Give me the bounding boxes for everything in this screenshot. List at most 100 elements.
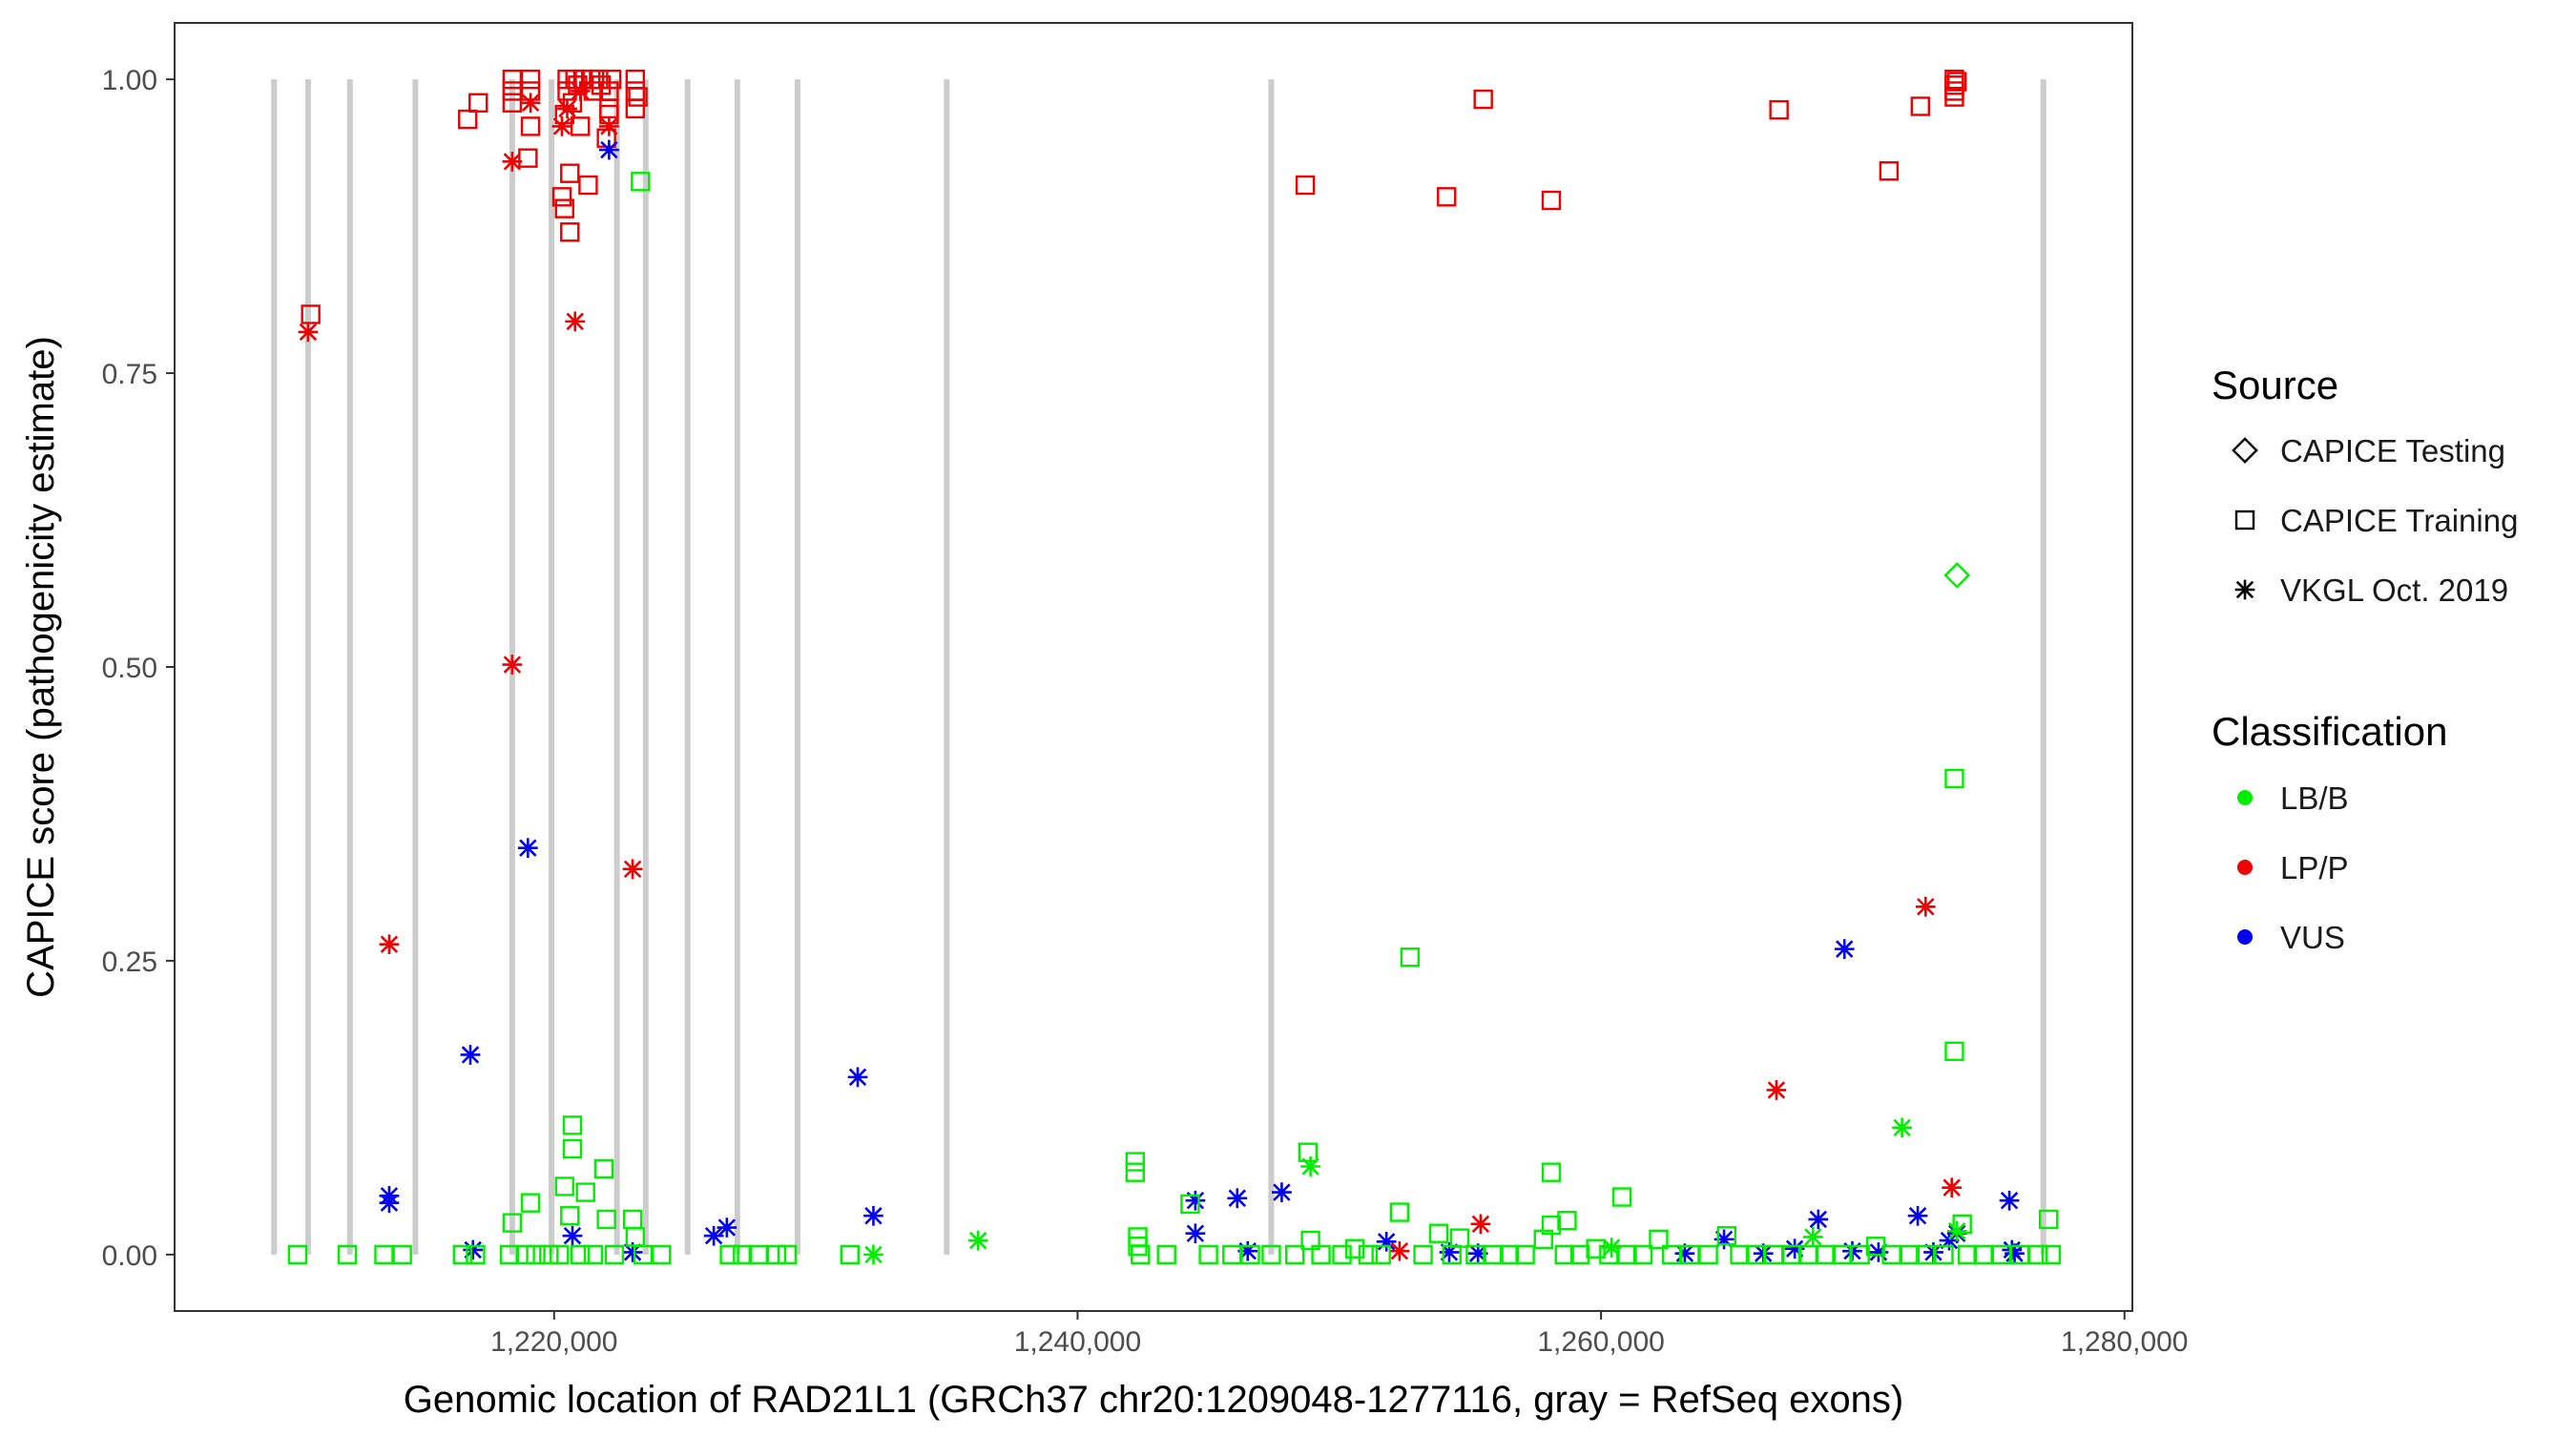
data-point [1358, 1244, 1379, 1265]
legend-source-key [2234, 510, 2255, 531]
data-point [748, 1244, 768, 1265]
data-point [460, 1045, 481, 1065]
data-point [1428, 1223, 1449, 1243]
data-point [1554, 1244, 1574, 1265]
data-point [1632, 1244, 1653, 1265]
data-point [379, 1193, 400, 1214]
data-point [520, 116, 541, 136]
data-point [1198, 1244, 1218, 1265]
data-point [1557, 1210, 1577, 1231]
data-point [1499, 1244, 1520, 1265]
data-point [466, 1244, 486, 1265]
data-point [560, 1206, 580, 1226]
data-point [499, 1244, 520, 1265]
x-axis: 1,220,000 1,240,000 1,260,000 1,280,000 [490, 1311, 2189, 1358]
data-point [1272, 1182, 1292, 1202]
data-point [565, 311, 586, 332]
data-point [1300, 1156, 1320, 1176]
data-point [1784, 1238, 1805, 1259]
data-point [557, 98, 577, 119]
legend-class-key [2237, 929, 2253, 945]
legend-source-key [2232, 437, 2258, 464]
data-point [520, 93, 541, 114]
data-point [1907, 1205, 1928, 1226]
data-point [703, 1225, 724, 1246]
data-point [847, 1067, 868, 1088]
data-point [1782, 1244, 1802, 1265]
data-point [777, 1244, 798, 1265]
data-point [1797, 1244, 1818, 1265]
data-point [2028, 1244, 2048, 1265]
data-point [1973, 1244, 1993, 1265]
x-tick-label: 1,280,000 [2061, 1326, 2188, 1358]
data-point [287, 1244, 308, 1265]
data-point [1131, 1244, 1151, 1265]
data-point [1541, 190, 1562, 211]
data-point [604, 1244, 625, 1265]
data-point [502, 69, 523, 90]
data-point [1716, 1225, 1736, 1246]
data-point [863, 1205, 883, 1226]
data-point [578, 175, 598, 196]
data-point [1661, 1244, 1682, 1265]
data-point [458, 109, 478, 130]
data-point [502, 81, 523, 101]
data-point [1240, 1244, 1260, 1265]
data-point [1763, 1244, 1784, 1265]
data-point [1125, 1162, 1145, 1182]
data-point [570, 81, 591, 101]
data-point [1816, 1244, 1837, 1265]
data-point [1311, 1244, 1331, 1265]
data-point [1915, 896, 1936, 917]
data-point [593, 1158, 614, 1179]
data-point [1599, 1244, 1619, 1265]
legend-source-label: CAPICE Testing [2280, 433, 2505, 468]
data-point [1376, 1231, 1397, 1252]
data-point [1389, 1202, 1410, 1222]
data-point [1868, 1242, 1889, 1262]
data-point [1611, 1187, 1632, 1207]
data-point [1881, 1244, 1901, 1265]
data-point [1180, 1194, 1200, 1215]
data-point [1730, 1244, 1750, 1265]
data-point [652, 1244, 672, 1265]
data-point [601, 69, 622, 90]
data-point [463, 1239, 484, 1260]
legend-classification-title: Classification [2212, 709, 2447, 754]
data-point [1569, 1244, 1590, 1265]
data-point [1952, 1214, 1972, 1235]
data-point [517, 838, 538, 859]
data-point [2041, 1244, 2062, 1265]
data-point [717, 1217, 737, 1238]
data-point [631, 172, 651, 192]
data-point [1437, 187, 1457, 207]
data-point [1879, 161, 1900, 181]
data-point [1484, 1244, 1504, 1265]
data-point [392, 1244, 412, 1265]
data-point [575, 1182, 595, 1202]
data-point [1541, 1162, 1562, 1182]
data-point [1991, 1244, 2012, 1265]
data-point [1944, 87, 1964, 107]
y-tick-label: 1.00 [102, 65, 157, 96]
data-point [1156, 1244, 1176, 1265]
x-tick-label: 1,220,000 [490, 1326, 617, 1358]
legend-source-key [2234, 579, 2255, 600]
data-point [1714, 1229, 1735, 1250]
data-point [1617, 1244, 1637, 1265]
data-point [298, 322, 319, 343]
x-tick-label: 1,260,000 [1537, 1326, 1664, 1358]
legend-source-title: Source [2212, 363, 2338, 407]
data-point [1473, 89, 1493, 110]
y-tick-label: 0.00 [102, 1240, 157, 1272]
data-point [550, 1244, 570, 1265]
data-point [766, 1244, 787, 1265]
data-point [1892, 1117, 1912, 1138]
data-point [599, 116, 619, 136]
data-point [1957, 1244, 1978, 1265]
data-point [1345, 1238, 1365, 1259]
data-point [1944, 768, 1964, 789]
data-point [515, 1244, 535, 1265]
data-point [1942, 1177, 1963, 1198]
data-point [374, 1244, 394, 1265]
